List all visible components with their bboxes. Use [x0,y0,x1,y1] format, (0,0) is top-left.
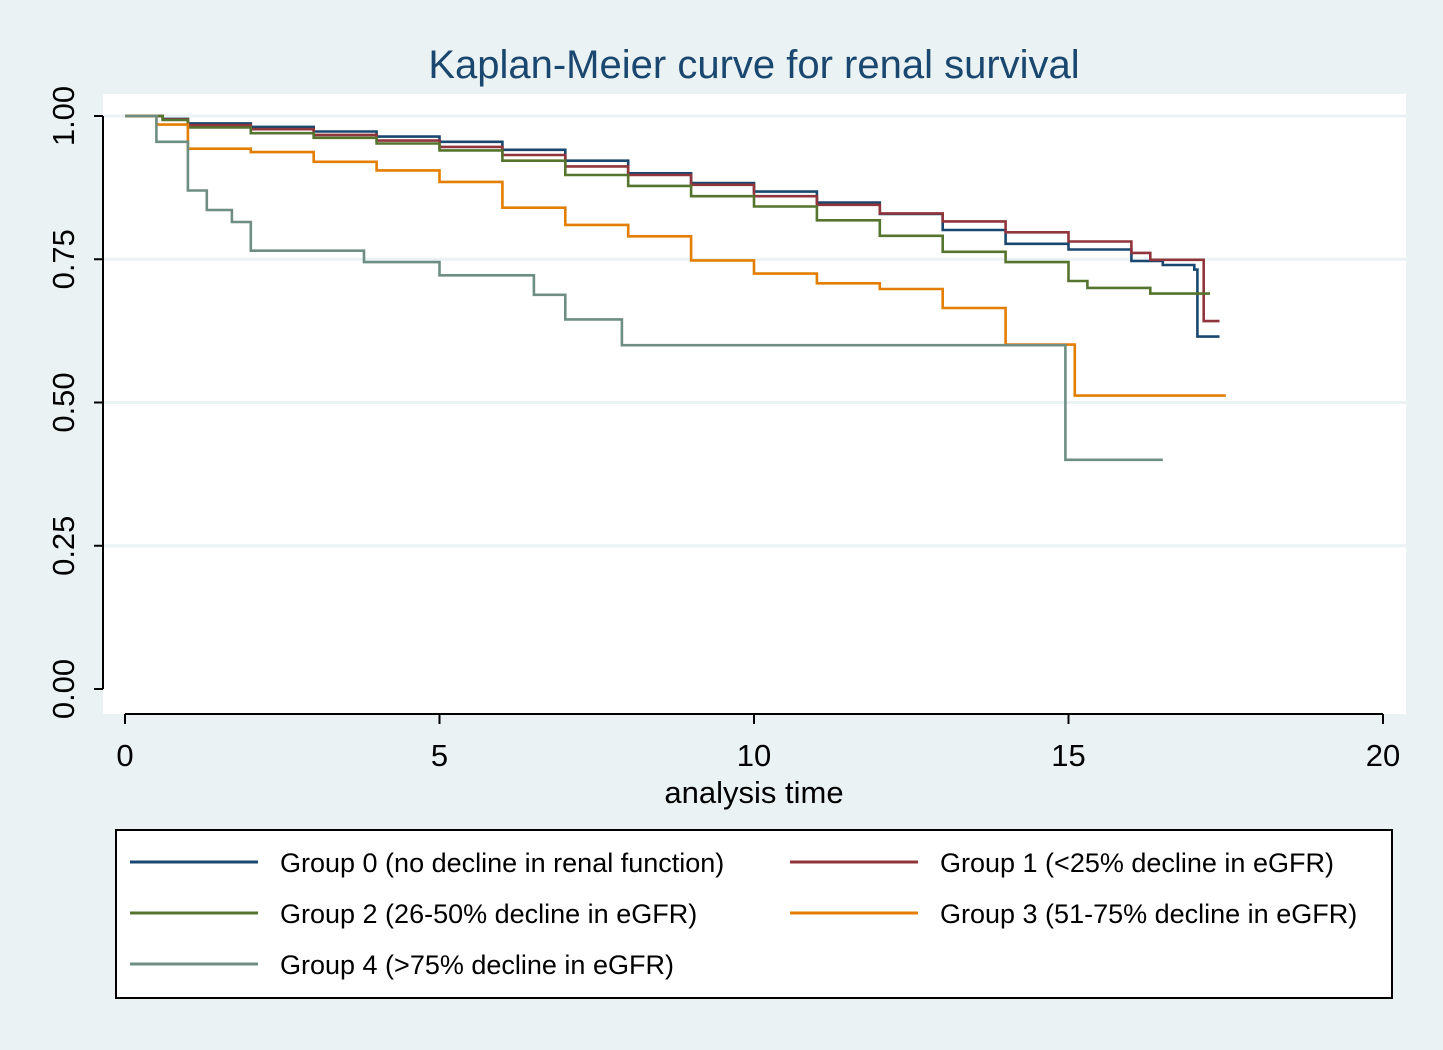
series-line-group-2 [125,114,1210,295]
y-tick-label: 0.50 [46,372,81,432]
series-line-group-3 [125,114,1226,397]
chart-title: Kaplan-Meier curve for renal survival [428,43,1079,87]
x-tick-label: 15 [1051,738,1085,773]
x-tick-label: 0 [116,738,133,773]
x-tick-label: 20 [1366,738,1400,773]
axes: 0.00 0.25 0.50 0.75 1.00 0 5 10 15 20 [46,86,1400,773]
legend-label-group-4: Group 4 (>75% decline in eGFR) [280,950,674,980]
x-tick-label: 5 [431,738,448,773]
legend-label-group-1: Group 1 (<25% decline in eGFR) [940,848,1334,878]
legend-label-group-3: Group 3 (51-75% decline in eGFR) [940,899,1357,929]
y-tick-label: 0.25 [46,516,81,576]
legend-box [115,829,1393,999]
y-tick-label: 1.00 [46,86,81,146]
x-axis-label: analysis time [664,775,843,810]
series-lines [125,114,1226,462]
series-line-group-0 [125,114,1220,338]
legend-label-group-0: Group 0 (no decline in renal function) [280,848,724,878]
y-tick-label: 0.00 [46,659,81,719]
x-tick-label: 10 [737,738,771,773]
y-tick-label: 0.75 [46,229,81,289]
legend: Group 0 (no decline in renal function) Gr… [115,829,1393,999]
series-line-group-4 [125,114,1163,462]
legend-label-group-2: Group 2 (26-50% decline in eGFR) [280,899,697,929]
